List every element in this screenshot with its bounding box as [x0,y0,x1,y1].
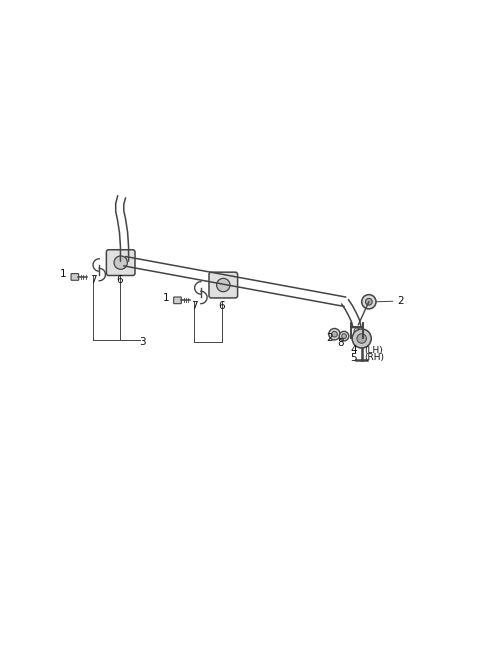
Text: 6: 6 [218,300,225,310]
FancyBboxPatch shape [71,274,79,280]
Text: 1: 1 [163,293,169,303]
Text: 2: 2 [397,297,404,306]
Text: 5: 5 [350,352,357,363]
Text: 8: 8 [337,338,344,348]
Circle shape [357,334,366,343]
Circle shape [329,329,340,340]
Text: (LH): (LH) [364,346,383,355]
Text: 6: 6 [117,276,123,285]
Circle shape [342,334,347,338]
Circle shape [352,329,371,348]
Circle shape [365,298,372,305]
Circle shape [339,331,349,341]
Text: (RH): (RH) [364,353,384,362]
Circle shape [114,256,127,270]
Circle shape [332,331,337,337]
FancyBboxPatch shape [209,272,238,298]
Circle shape [216,278,230,292]
FancyBboxPatch shape [174,297,181,304]
Circle shape [354,328,360,334]
Text: 3: 3 [139,337,145,347]
Circle shape [362,295,376,309]
Text: 2: 2 [326,333,333,344]
Text: 7: 7 [90,276,97,285]
Text: 7: 7 [191,300,197,310]
Text: 1: 1 [60,268,67,279]
Text: 4: 4 [350,346,357,356]
FancyBboxPatch shape [107,250,135,276]
